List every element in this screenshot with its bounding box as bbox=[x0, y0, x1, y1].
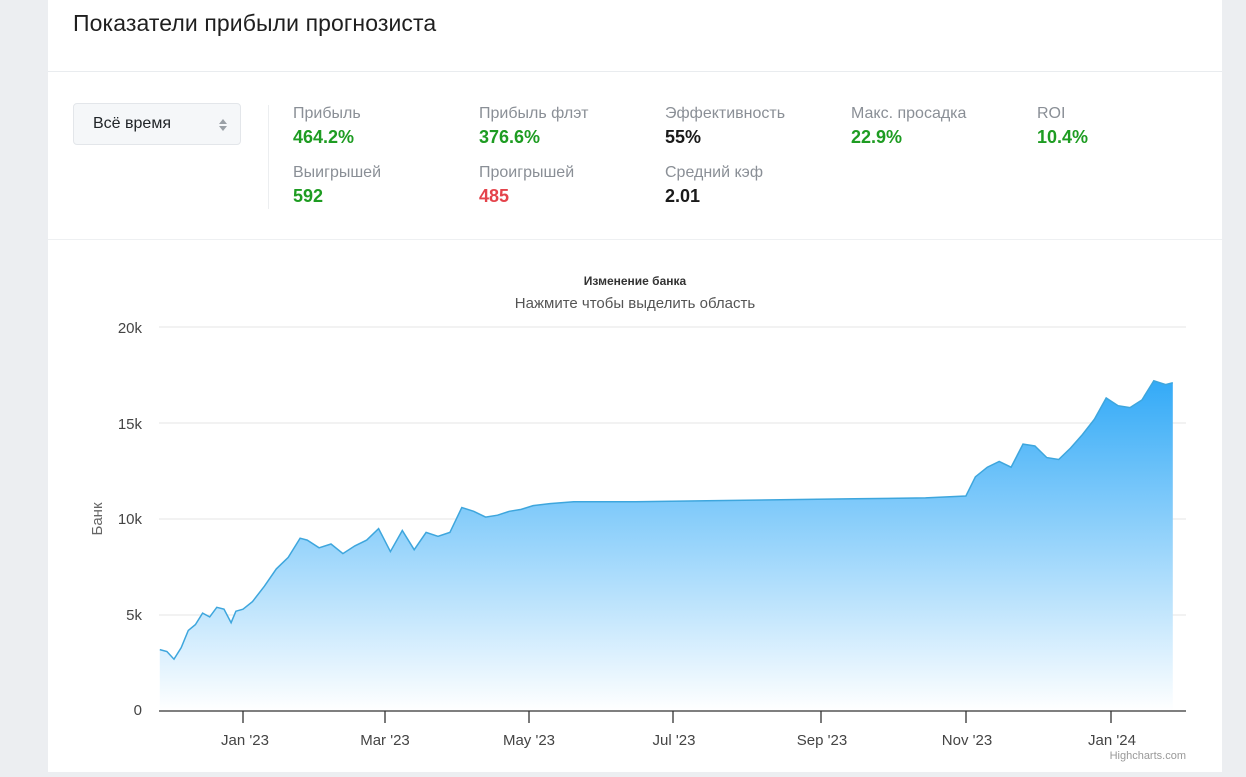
page-title: Показатели прибыли прогнозиста bbox=[73, 10, 437, 37]
card-header: Показатели прибыли прогнозиста bbox=[48, 0, 1222, 72]
stat-roi: ROI 10.4% bbox=[1037, 104, 1088, 149]
stat-label: Прибыль bbox=[293, 105, 361, 122]
y-tick: 15k bbox=[118, 416, 143, 433]
stat-profit-flat: Прибыль флэт 376.6% bbox=[479, 104, 588, 149]
stat-max-drawdown: Макс. просадка 22.9% bbox=[851, 104, 966, 149]
sort-arrows-icon bbox=[219, 119, 227, 131]
x-tick: Nov '23 bbox=[942, 732, 992, 749]
stats-section: Всё время Прибыль 464.2% Прибыль флэт 37… bbox=[48, 72, 1222, 240]
x-axis-labels: Jan '23 Mar '23 May '23 Jul '23 Sep '23 … bbox=[221, 732, 1136, 749]
stat-label: Прибыль флэт bbox=[479, 105, 589, 122]
stat-efficiency: Эффективность 55% bbox=[665, 104, 785, 149]
y-tick: 0 bbox=[134, 702, 142, 719]
stat-losses: Проигрышей 485 bbox=[479, 163, 574, 208]
stat-label: Макс. просадка bbox=[851, 105, 967, 122]
series-line[interactable] bbox=[159, 379, 1173, 661]
x-tick: Mar '23 bbox=[360, 732, 410, 749]
x-tick: May '23 bbox=[503, 732, 555, 749]
period-select-value: Всё время bbox=[93, 115, 171, 132]
bank-chart[interactable]: Изменение банка Нажмите чтобы выделить о… bbox=[48, 239, 1222, 772]
stat-value: 485 bbox=[479, 186, 510, 206]
stat-label: Эффективность bbox=[665, 105, 786, 122]
period-select[interactable]: Всё время bbox=[73, 103, 241, 145]
stat-value: 376.6% bbox=[479, 127, 541, 147]
stat-label: Средний кэф bbox=[665, 164, 763, 181]
stat-value: 22.9% bbox=[851, 127, 903, 147]
y-tick: 10k bbox=[118, 511, 143, 528]
area-fill bbox=[159, 380, 1173, 711]
y-axis-labels: 0 5k 10k 15k 20k bbox=[118, 320, 143, 719]
highcharts-credits[interactable]: Highcharts.com bbox=[1110, 750, 1186, 762]
x-axis-ticks bbox=[242, 711, 1112, 723]
stat-wins: Выигрышей 592 bbox=[293, 163, 381, 208]
x-tick: Jan '23 bbox=[221, 732, 269, 749]
y-tick: 5k bbox=[126, 607, 142, 624]
stat-profit: Прибыль 464.2% bbox=[293, 104, 361, 149]
y-axis-title: Банк bbox=[89, 502, 106, 535]
chart-subtitle: Нажмите чтобы выделить область bbox=[515, 295, 756, 312]
x-tick: Jan '24 bbox=[1088, 732, 1136, 749]
chart-svg[interactable]: Изменение банка Нажмите чтобы выделить о… bbox=[48, 239, 1222, 772]
profit-card: Показатели прибыли прогнозиста Всё время… bbox=[48, 0, 1222, 772]
stat-value: 2.01 bbox=[665, 186, 701, 206]
y-tick: 20k bbox=[118, 320, 143, 337]
chart-title: Изменение банка bbox=[584, 274, 687, 288]
stat-label: ROI bbox=[1037, 105, 1066, 122]
stat-value: 10.4% bbox=[1037, 127, 1089, 147]
stat-label: Выигрышей bbox=[293, 164, 382, 181]
stat-label: Проигрышей bbox=[479, 164, 575, 181]
stat-value: 464.2% bbox=[293, 127, 355, 147]
stat-avg-odds: Средний кэф 2.01 bbox=[665, 163, 763, 208]
x-tick: Sep '23 bbox=[797, 732, 847, 749]
stat-value: 592 bbox=[293, 186, 324, 206]
x-tick: Jul '23 bbox=[653, 732, 696, 749]
stat-value: 55% bbox=[665, 127, 702, 147]
divider bbox=[268, 105, 269, 209]
